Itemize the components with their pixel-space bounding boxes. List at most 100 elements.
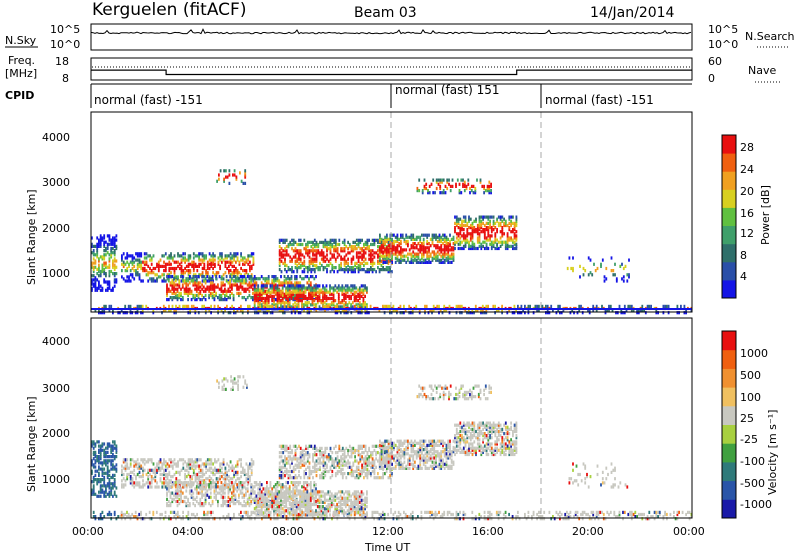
- heatmap-cell: [142, 475, 144, 479]
- heatmap-cell: [490, 240, 493, 244]
- heatmap-cell: [403, 311, 405, 315]
- heatmap-cell: [108, 236, 111, 240]
- heatmap-cell: [352, 240, 355, 244]
- heatmap-cell: [255, 502, 258, 507]
- heatmap-cell: [215, 497, 217, 501]
- heatmap-cell: [199, 464, 202, 468]
- heatmap-cell: [417, 248, 420, 252]
- heatmap-cell: [243, 468, 246, 472]
- heatmap-cell: [241, 281, 244, 285]
- heatmap-cell: [140, 266, 143, 271]
- heatmap-cell: [271, 500, 274, 504]
- heatmap-cell: [236, 256, 239, 260]
- heatmap-cell: [169, 309, 172, 313]
- heatmap-cell: [229, 252, 232, 256]
- heatmap-cell: [171, 287, 174, 291]
- heatmap-cell: [466, 223, 469, 228]
- heatmap-cell: [228, 260, 230, 264]
- heatmap-cell: [115, 467, 118, 471]
- heatmap-cell: [215, 487, 217, 491]
- heatmap-cell: [115, 272, 118, 276]
- heatmap-cell: [436, 246, 439, 250]
- heatmap-cell: [194, 466, 197, 470]
- heatmap-cell: [362, 284, 365, 288]
- heatmap-cell: [192, 277, 195, 281]
- heatmap-cell: [242, 262, 244, 266]
- heatmap-cell: [285, 279, 288, 283]
- heatmap-cell: [282, 238, 285, 242]
- heatmap-cell: [187, 262, 190, 266]
- heatmap-cell: [161, 466, 164, 470]
- heatmap-cell: [410, 260, 413, 264]
- heatmap-cell: [419, 248, 422, 252]
- heatmap-cell: [322, 301, 324, 305]
- heatmap-cell: [605, 266, 608, 271]
- heatmap-cell: [255, 509, 258, 513]
- heatmap-cell: [122, 262, 125, 266]
- heatmap-cell: [588, 311, 591, 315]
- heatmap-cell: [113, 284, 116, 288]
- heatmap-cell: [128, 472, 130, 477]
- heatmap-cell: [129, 464, 132, 468]
- heatmap-cell: [115, 469, 118, 473]
- heatmap-cell: [250, 464, 253, 468]
- heatmap-cell: [161, 311, 163, 315]
- heatmap-cell: [202, 502, 205, 506]
- heatmap-cell: [478, 215, 481, 219]
- heatmap-cell: [322, 253, 325, 257]
- heatmap-cell: [266, 292, 268, 296]
- heatmap-cell: [285, 301, 288, 305]
- heatmap-cell: [313, 263, 316, 268]
- heatmap-cell: [126, 472, 129, 477]
- heatmap-cell: [350, 266, 353, 270]
- heatmap-cell: [173, 481, 175, 485]
- heatmap-cell: [302, 481, 305, 485]
- heatmap-cell: [348, 286, 351, 290]
- heatmap-cell: [501, 232, 504, 236]
- heatmap-cell: [103, 478, 106, 482]
- heatmap-cell: [192, 262, 195, 266]
- heatmap-cell: [222, 462, 225, 466]
- heatmap-cell: [285, 245, 288, 249]
- heatmap-cell: [419, 237, 422, 241]
- heatmap-cell: [497, 309, 500, 313]
- heatmap-cell: [447, 248, 450, 252]
- heatmap-cell: [241, 487, 244, 491]
- heatmap-cell: [315, 499, 317, 504]
- heatmap-cell: [243, 493, 246, 497]
- heatmap-cell: [431, 311, 433, 315]
- heatmap-cell: [233, 256, 235, 260]
- heatmap-cell: [273, 301, 275, 305]
- heatmap-cell: [485, 228, 488, 232]
- heatmap-cell: [199, 468, 202, 472]
- heatmap-cell: [247, 254, 250, 258]
- heatmap-cell: [262, 284, 265, 288]
- heatmap-cell: [273, 496, 275, 500]
- heatmap-cell: [252, 283, 254, 287]
- heatmap-cell: [232, 173, 234, 177]
- freq-step-trace: [91, 69, 692, 76]
- heatmap-cell: [490, 182, 492, 186]
- heatmap-cell: [363, 245, 365, 249]
- heatmap-cell: [350, 245, 353, 249]
- heatmap-cell: [457, 238, 460, 242]
- heatmap-cell: [235, 266, 237, 271]
- heatmap-cell: [311, 489, 314, 493]
- heatmap-cell: [226, 472, 228, 477]
- heatmap-cell: [229, 283, 231, 287]
- heatmap-cell: [475, 246, 477, 251]
- heatmap-cell: [387, 304, 389, 308]
- heatmap-cell: [347, 263, 349, 268]
- heatmap-cell: [253, 498, 256, 502]
- heatmap-cell: [190, 481, 193, 485]
- heatmap-cell: [315, 240, 318, 244]
- heatmap-cell: [266, 294, 268, 298]
- heatmap-cell: [355, 261, 358, 265]
- heatmap-cell: [113, 446, 116, 450]
- heatmap-cell: [112, 272, 114, 276]
- heatmap-cell: [297, 290, 300, 294]
- freq-tick-bottom: 8: [62, 72, 69, 85]
- heatmap-cell: [257, 502, 260, 507]
- power-ytick-3000: 3000: [42, 176, 70, 189]
- heatmap-cell: [271, 281, 274, 285]
